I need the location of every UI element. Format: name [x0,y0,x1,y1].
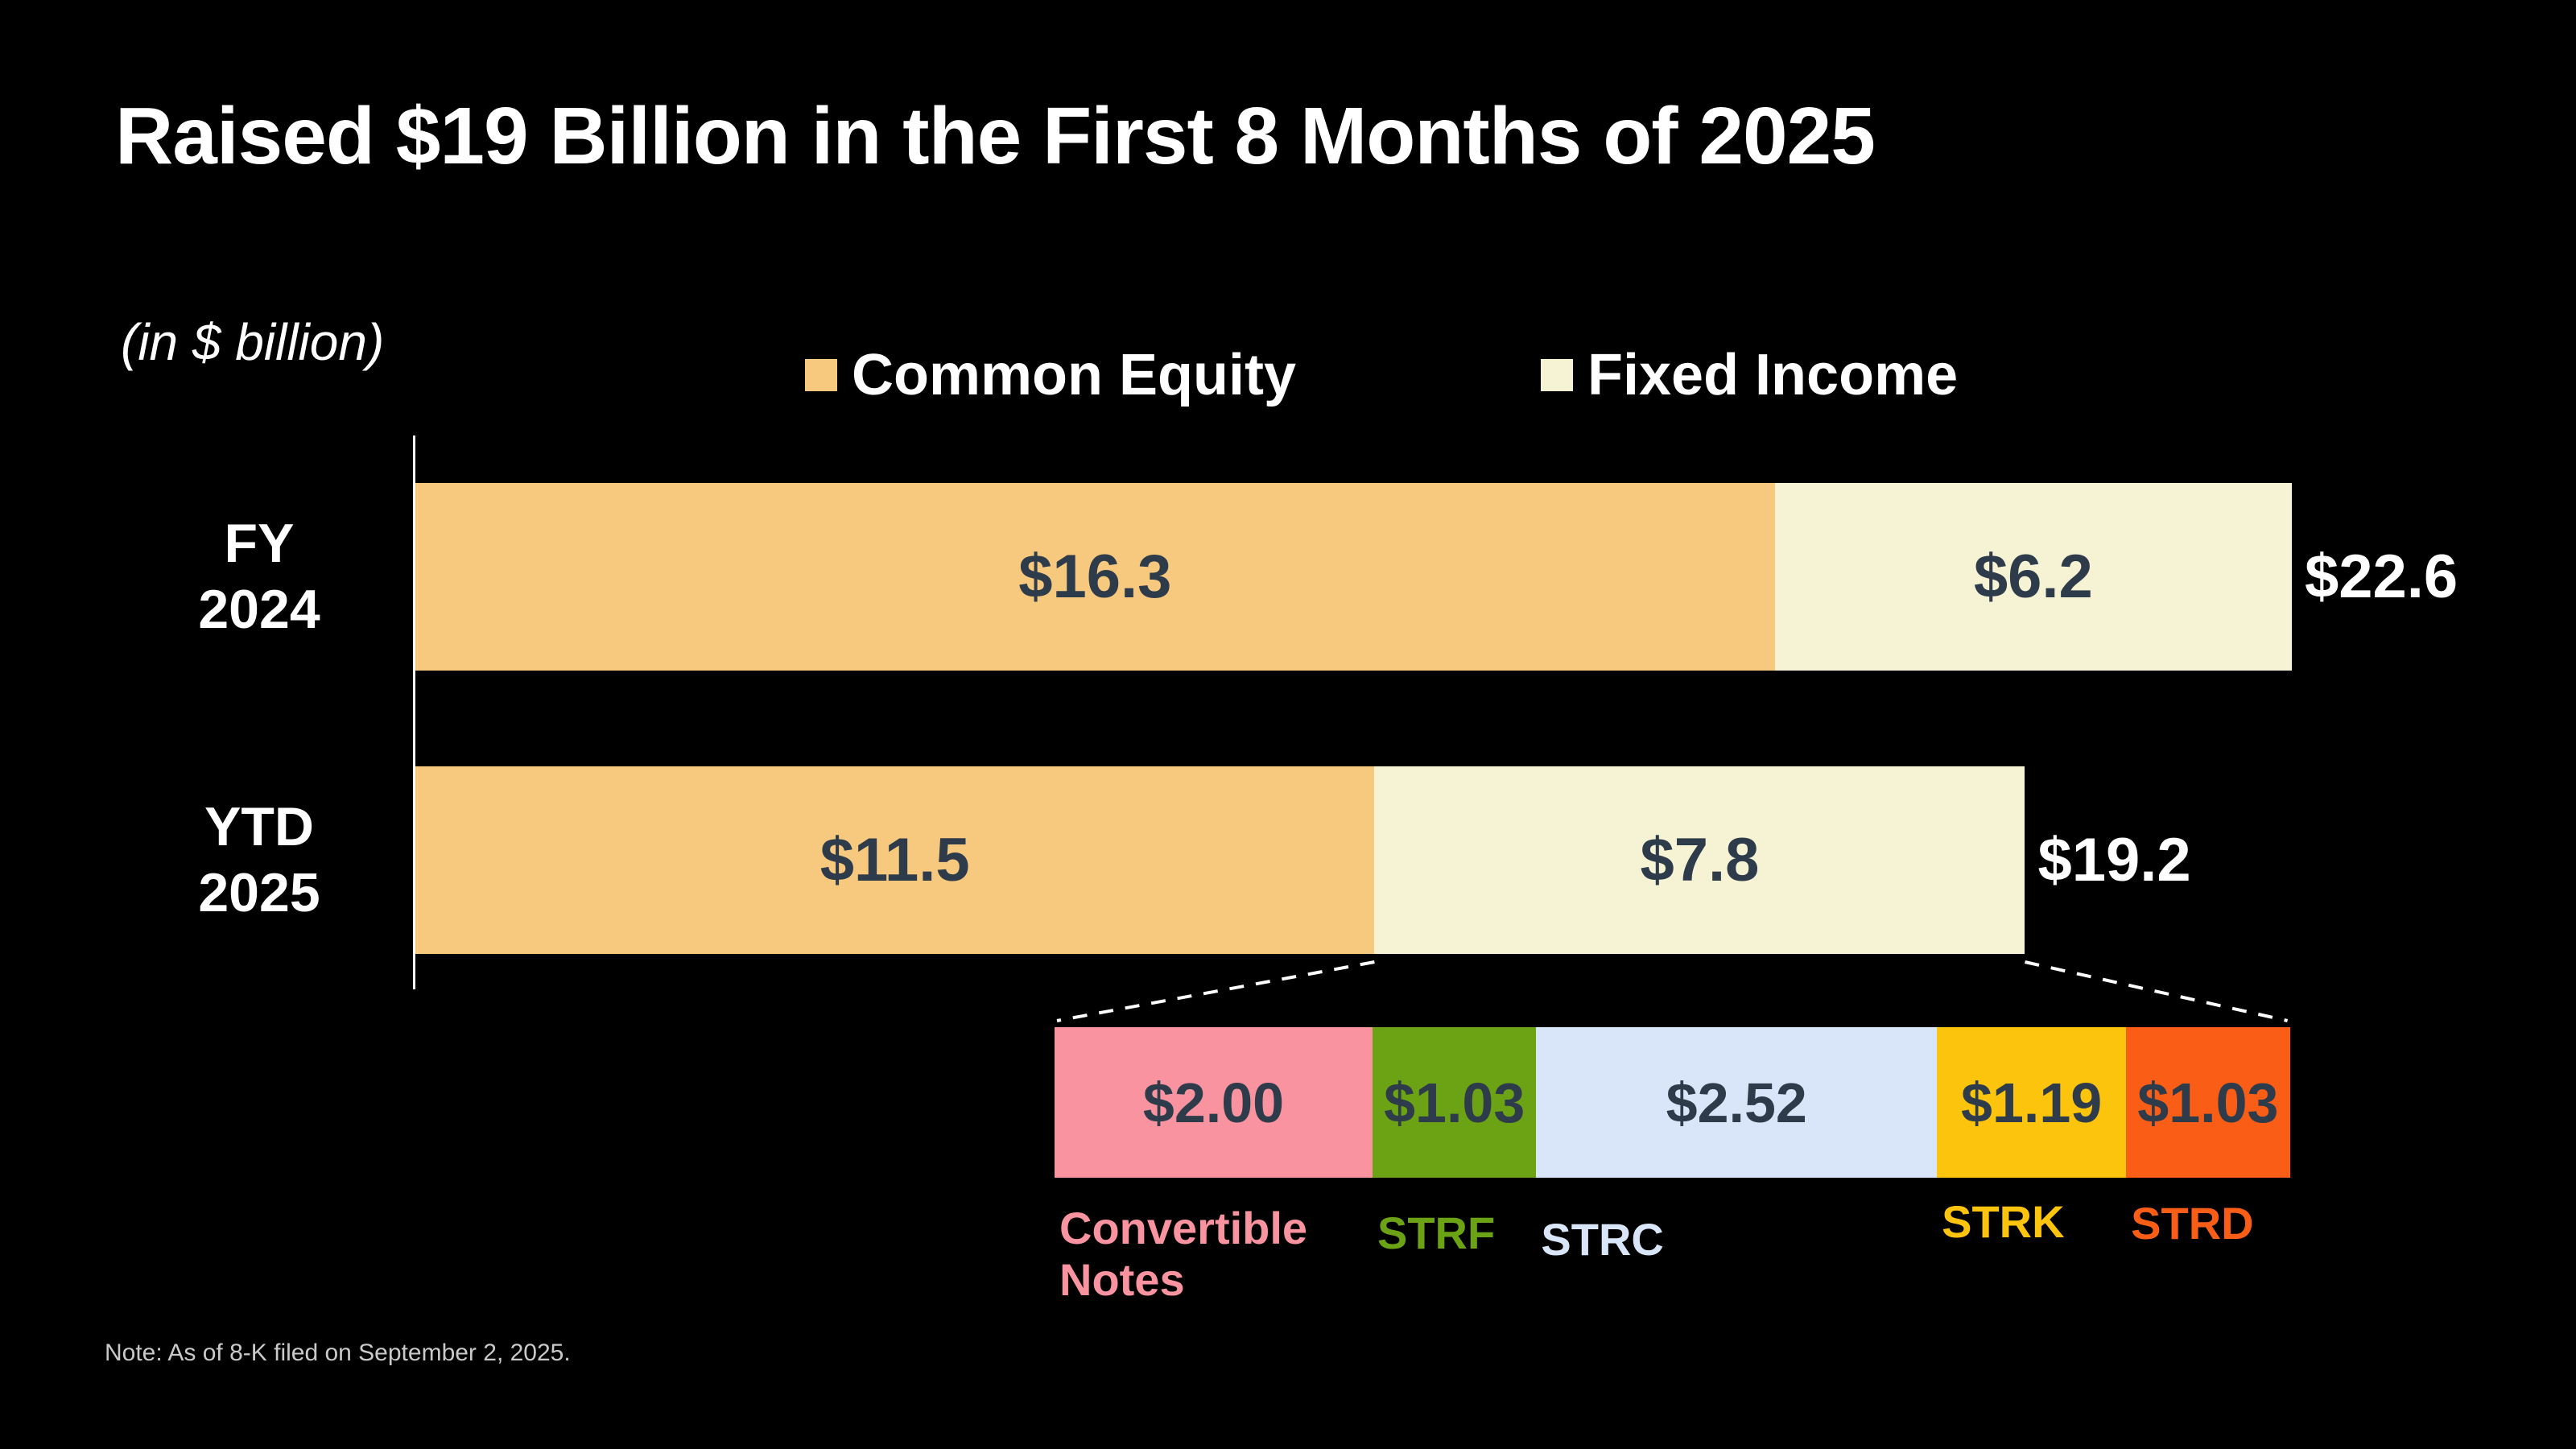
category-label: FY 2024 [198,512,320,641]
breakdown-value: $1.03 [2137,1071,2279,1134]
breakdown-label: STRK [1942,1196,2065,1247]
breakdown-segment: $1.03 [2126,1027,2290,1178]
breakdown-value: $2.00 [1142,1071,1285,1134]
bar-value: $7.8 [1640,825,1760,894]
breakdown-segment: $1.03 [1373,1027,1537,1178]
breakdown-value: $2.52 [1666,1071,1807,1134]
page-title: Raised $19 Billion in the First 8 Months… [115,91,1876,181]
bar-total: $19.2 [2037,826,2191,894]
bar-value: $6.2 [1973,542,2093,611]
bar-segment: $6.2 [1774,483,2292,671]
legend-swatch-fixed-income-icon [1541,359,1573,391]
breakdown-label: STRC [1541,1214,1664,1265]
axis-line [413,436,415,989]
legend-label-fixed-income: Fixed Income [1587,343,1959,407]
bar-value: $16.3 [1018,542,1172,611]
bar-total: $22.6 [2305,543,2458,611]
breakdown-label: Convertible Notes [1059,1203,1308,1306]
bar-value: $11.5 [819,825,970,894]
legend-swatch-common-equity-icon [805,359,837,391]
breakdown-segment: $2.52 [1536,1027,1938,1178]
breakdown-label: STRD [2131,1198,2254,1249]
breakdown-label: STRF [1377,1208,1496,1258]
breakdown-value: $1.19 [1961,1071,2103,1134]
footnote: Note: As of 8-K filed on September 2, 20… [105,1340,571,1366]
bar-segment: $11.5 [415,766,1375,954]
legend-label-common-equity: Common Equity [852,343,1296,407]
legend-item-common-equity: Common Equity [805,345,1296,406]
breakdown-value: $1.03 [1384,1071,1525,1134]
breakdown-segment: $1.19 [1937,1027,2127,1178]
breakdown-segment: $2.00 [1055,1027,1373,1178]
category-label: YTD 2025 [198,795,320,924]
bar-segment: $7.8 [1374,766,2025,954]
bar-segment: $16.3 [415,483,1775,671]
legend-item-fixed-income: Fixed Income [1541,345,1958,406]
units-note: (in $ billion) [121,313,385,371]
